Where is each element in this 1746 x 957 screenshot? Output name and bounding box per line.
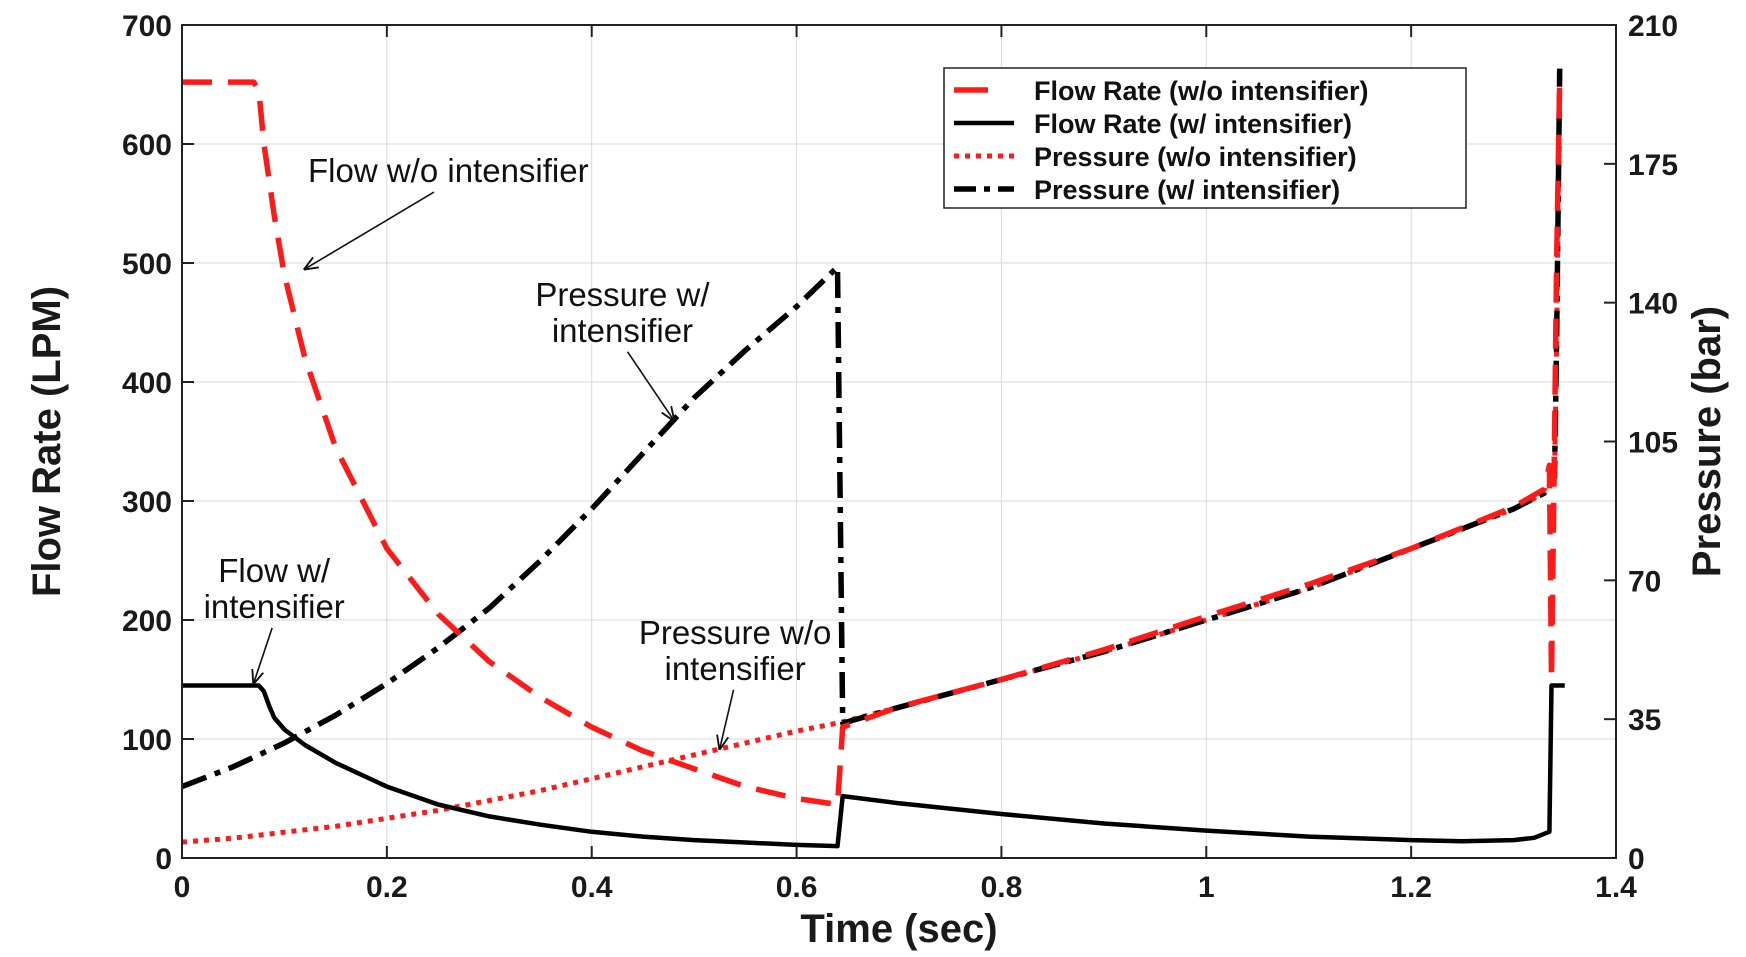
legend-box <box>943 67 1467 209</box>
legend-label: Flow Rate (w/o intensifier) <box>1034 76 1369 106</box>
y2-tick-label: 0 <box>1628 843 1645 876</box>
x-tick-label: 1.4 <box>1595 871 1637 904</box>
x-tick-label: 0.8 <box>981 871 1023 904</box>
x-axis-title: Time (sec) <box>800 907 997 951</box>
y-tick-label: 200 <box>122 605 172 638</box>
series-line-3 <box>181 68 1563 790</box>
annotation-label: Pressure w/o <box>639 614 832 651</box>
y-tick-label: 500 <box>122 248 172 281</box>
y-tick-label: 600 <box>122 129 172 162</box>
y-tick-label: 100 <box>122 724 172 757</box>
y2-axis-title: Pressure (bar) <box>1685 306 1729 577</box>
series-line-1 <box>182 683 1565 849</box>
annotation-arrow <box>626 351 674 420</box>
y2-tick-label: 70 <box>1628 565 1661 598</box>
y-tick-label: 700 <box>122 10 172 43</box>
legend-label: Flow Rate (w/ intensifier) <box>1034 109 1352 139</box>
annotation-label: Pressure w/ <box>535 276 710 313</box>
plot-series <box>181 68 1565 849</box>
annotation-arrow <box>305 191 435 269</box>
series-line-0 <box>182 78 1563 808</box>
annotation-arrow <box>720 689 735 749</box>
annotation-label: intensifier <box>204 588 345 625</box>
annotation-label: Flow w/o intensifier <box>308 152 589 189</box>
x-tick-label: 0 <box>174 871 191 904</box>
legend-label: Pressure (w/ intensifier) <box>1034 175 1340 205</box>
x-tick-label: 0.6 <box>776 871 818 904</box>
y2-tick-label: 140 <box>1628 288 1678 321</box>
y2-tick-label: 210 <box>1628 10 1678 43</box>
y-tick-label: 300 <box>122 486 172 519</box>
annotations: Flow w/o intensifier Pressure w/intensifi… <box>204 152 832 749</box>
y2-tick-label: 105 <box>1628 427 1678 460</box>
annotation-label: intensifier <box>552 312 693 349</box>
axis-ticks: 0 0.2 0.4 0.6 0.8 1 1.2 1.401002003004005006007… <box>122 10 1678 904</box>
y2-tick-label: 35 <box>1628 704 1661 737</box>
x-tick-label: 0.2 <box>366 871 408 904</box>
annotation-arrow <box>254 627 273 683</box>
y-tick-label: 0 <box>155 843 172 876</box>
x-tick-label: 1 <box>1198 871 1215 904</box>
annotation-label: intensifier <box>664 650 805 687</box>
x-tick-label: 0.4 <box>571 871 613 904</box>
y-axis-title: Flow Rate (LPM) <box>25 286 69 597</box>
legend: Flow Rate (w/o intensifier)Flow Rate (w/… <box>943 67 1467 209</box>
x-tick-label: 1.2 <box>1390 871 1432 904</box>
y-tick-label: 400 <box>122 367 172 400</box>
y2-tick-label: 175 <box>1628 149 1678 182</box>
annotation-label: Flow w/ <box>218 552 331 589</box>
legend-label: Pressure (w/o intensifier) <box>1034 142 1357 172</box>
